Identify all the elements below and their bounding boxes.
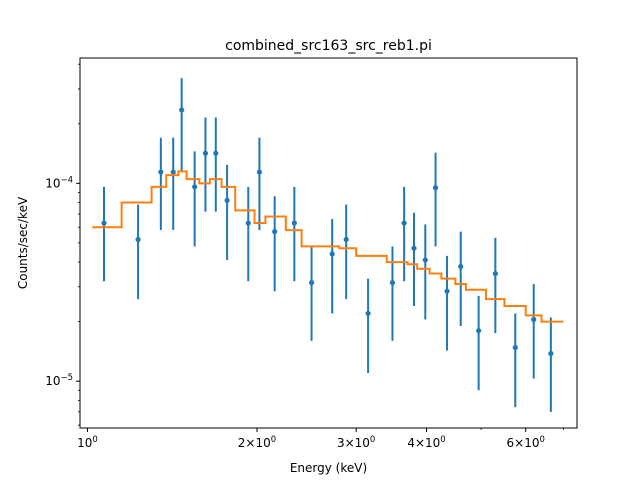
- data-point-13: [308, 246, 315, 341]
- x-tick-label: 100: [77, 435, 98, 450]
- data-marker: [365, 310, 371, 317]
- data-point-23: [458, 231, 464, 327]
- data-marker: [213, 150, 219, 156]
- data-marker: [389, 279, 396, 286]
- x-tick-label: 4×100: [407, 435, 445, 450]
- data-marker: [492, 270, 498, 277]
- data-marker: [224, 197, 230, 203]
- data-marker: [422, 257, 428, 263]
- data-marker: [411, 245, 417, 251]
- plot-area: [92, 78, 564, 412]
- data-marker: [329, 251, 335, 257]
- data-point-1: [135, 204, 141, 300]
- data-point-26: [512, 313, 518, 408]
- data-point-22: [444, 255, 450, 351]
- x-tick-label: 2×100: [238, 435, 276, 450]
- data-point-9: [245, 186, 251, 282]
- data-marker: [158, 169, 164, 175]
- axes: 100 2×100 3×100 4×100 6×100 10−4 10−5: [45, 57, 578, 450]
- data-point-0: [101, 186, 107, 282]
- data-layer: [92, 78, 564, 412]
- data-point-10: [256, 137, 263, 231]
- data-point-25: [492, 237, 498, 334]
- data-point-7: [213, 117, 219, 212]
- model-step-line: [92, 170, 564, 323]
- data-marker: [548, 350, 554, 357]
- data-marker: [256, 169, 263, 175]
- axes-frame: [79, 57, 578, 429]
- data-point-17: [389, 246, 396, 341]
- data-marker: [401, 220, 407, 226]
- y-tick-label: 10−4: [45, 175, 73, 190]
- x-tick-label: 3×100: [337, 435, 375, 450]
- data-marker: [531, 316, 537, 323]
- data-marker: [192, 184, 198, 190]
- chart-title: combined_src163_src_reb1.pi: [225, 38, 432, 54]
- data-marker: [170, 169, 176, 175]
- data-point-5: [192, 151, 198, 247]
- data-point-21: [432, 152, 439, 247]
- data-marker: [179, 107, 185, 113]
- data-point-14: [329, 219, 335, 314]
- data-marker: [272, 229, 278, 235]
- data-point-3: [170, 137, 176, 231]
- x-tick-label: 6×100: [507, 435, 545, 450]
- data-marker: [476, 328, 482, 334]
- data-point-27: [531, 283, 537, 379]
- data-marker: [245, 220, 251, 226]
- data-point-20: [422, 224, 428, 320]
- data-marker: [291, 220, 297, 226]
- data-point-2: [158, 137, 164, 231]
- data-point-11: [272, 196, 278, 292]
- data-point-8: [224, 164, 230, 260]
- data-marker: [458, 263, 464, 270]
- data-point-24: [476, 295, 482, 391]
- data-point-12: [291, 186, 297, 282]
- data-point-4: [179, 78, 185, 172]
- data-point-19: [411, 212, 417, 306]
- data-marker: [135, 236, 141, 243]
- data-point-6: [202, 117, 209, 212]
- data-marker: [101, 220, 107, 226]
- data-point-18: [401, 186, 407, 282]
- data-marker: [343, 236, 349, 243]
- data-point-16: [365, 278, 371, 374]
- y-axis-label: Counts/sec/keV: [16, 196, 30, 289]
- data-marker: [308, 279, 315, 286]
- x-axis-label: Energy (keV): [290, 461, 367, 475]
- data-marker: [432, 185, 439, 191]
- data-marker: [202, 150, 209, 156]
- y-tick-label: 10−5: [45, 373, 73, 388]
- data-marker: [512, 344, 518, 351]
- data-point-15: [343, 204, 349, 300]
- data-marker: [444, 288, 450, 294]
- data-point-28: [548, 317, 554, 412]
